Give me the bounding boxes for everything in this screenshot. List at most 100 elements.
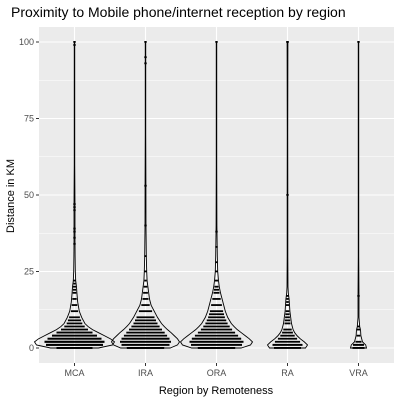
y-tick-label: 50 (24, 190, 34, 200)
x-axis-title: Region by Remoteness (159, 385, 274, 397)
data-dot (357, 294, 360, 297)
data-dot (215, 230, 218, 233)
y-tick-label: 100 (19, 37, 34, 47)
data-dot (209, 310, 224, 313)
data-dot (357, 41, 360, 43)
data-dot (212, 298, 221, 300)
data-dot (203, 325, 230, 328)
data-dot (285, 310, 290, 313)
data-dot (72, 291, 77, 294)
chart-title: Proximity to Mobile phone/internet recep… (11, 4, 346, 20)
data-dot (191, 343, 242, 346)
data-dot (121, 343, 170, 346)
data-dot (286, 298, 289, 300)
data-dot (286, 194, 289, 196)
data-dot (197, 347, 236, 349)
data-dot (285, 313, 290, 316)
data-dot (73, 285, 76, 288)
data-dot (213, 291, 220, 294)
data-dot (144, 279, 147, 282)
data-dot (197, 331, 236, 334)
data-dot (286, 301, 289, 303)
data-dot (46, 343, 103, 346)
data-dot (129, 328, 162, 331)
data-dot (138, 310, 153, 313)
data-dot (73, 236, 76, 239)
data-dot (73, 227, 76, 230)
data-dot (66, 322, 83, 325)
data-dot (64, 325, 85, 328)
data-dot (206, 319, 227, 322)
data-dot (126, 347, 165, 349)
data-dots (44, 41, 365, 349)
data-dot (71, 304, 78, 306)
x-tick-label: MCA (65, 368, 85, 378)
data-dot (141, 304, 150, 306)
data-dot (144, 41, 147, 43)
data-dot (274, 340, 301, 343)
data-dot (73, 44, 76, 46)
y-tick-label: 25 (24, 267, 34, 277)
data-dot (73, 41, 76, 43)
data-dot (143, 291, 148, 294)
data-dot (72, 298, 77, 300)
data-dot (144, 62, 147, 65)
y-tick-label: 0 (29, 343, 34, 353)
data-dot (144, 56, 147, 59)
data-dot (205, 322, 228, 325)
data-dot (131, 325, 160, 328)
data-dot (211, 304, 222, 306)
data-dot (73, 282, 76, 285)
data-dot (133, 322, 158, 325)
data-dot (272, 343, 303, 346)
data-dot (191, 337, 242, 340)
data-dot (120, 340, 171, 343)
data-dot (144, 184, 147, 187)
data-dot (73, 230, 76, 233)
data-dot (121, 337, 170, 340)
data-dot (73, 206, 76, 209)
x-tick-label: RA (281, 368, 294, 378)
data-dot (352, 347, 365, 349)
data-dot (215, 41, 218, 43)
data-dot (215, 261, 218, 264)
data-dot (135, 319, 156, 322)
data-dot (357, 325, 360, 328)
data-dot (52, 334, 97, 337)
data-dot (144, 255, 147, 257)
data-dot (123, 334, 168, 337)
y-axis-title: Distance in KM (5, 159, 17, 233)
data-dot (209, 313, 224, 316)
data-dot (280, 334, 295, 337)
data-dot (277, 337, 298, 340)
data-dot (208, 316, 225, 319)
data-dot (215, 279, 218, 282)
data-dot (282, 331, 293, 334)
data-dot (284, 322, 291, 325)
y-axis: 0 25 50 75 100 (19, 37, 39, 353)
data-dot (285, 316, 290, 319)
data-dot (143, 285, 148, 288)
data-dot (215, 246, 218, 248)
data-dot (283, 328, 292, 331)
x-tick-label: VRA (349, 368, 368, 378)
data-dot (70, 310, 79, 313)
data-dot (200, 328, 233, 331)
data-dot (274, 347, 301, 349)
data-dot (56, 347, 93, 349)
x-tick-label: ORA (207, 368, 227, 378)
data-dot (56, 331, 93, 334)
data-dot (126, 331, 165, 334)
data-dot (142, 298, 149, 300)
data-dot (355, 340, 362, 343)
data-dot (73, 203, 76, 205)
data-dot (284, 319, 291, 322)
data-dot (286, 304, 289, 306)
data-dot (73, 279, 76, 282)
y-tick-label: 75 (24, 114, 34, 124)
x-axis: MCA IRA ORA RA VRA (65, 363, 368, 378)
data-dot (69, 316, 80, 319)
data-dot (214, 285, 219, 288)
data-dot (44, 340, 105, 343)
